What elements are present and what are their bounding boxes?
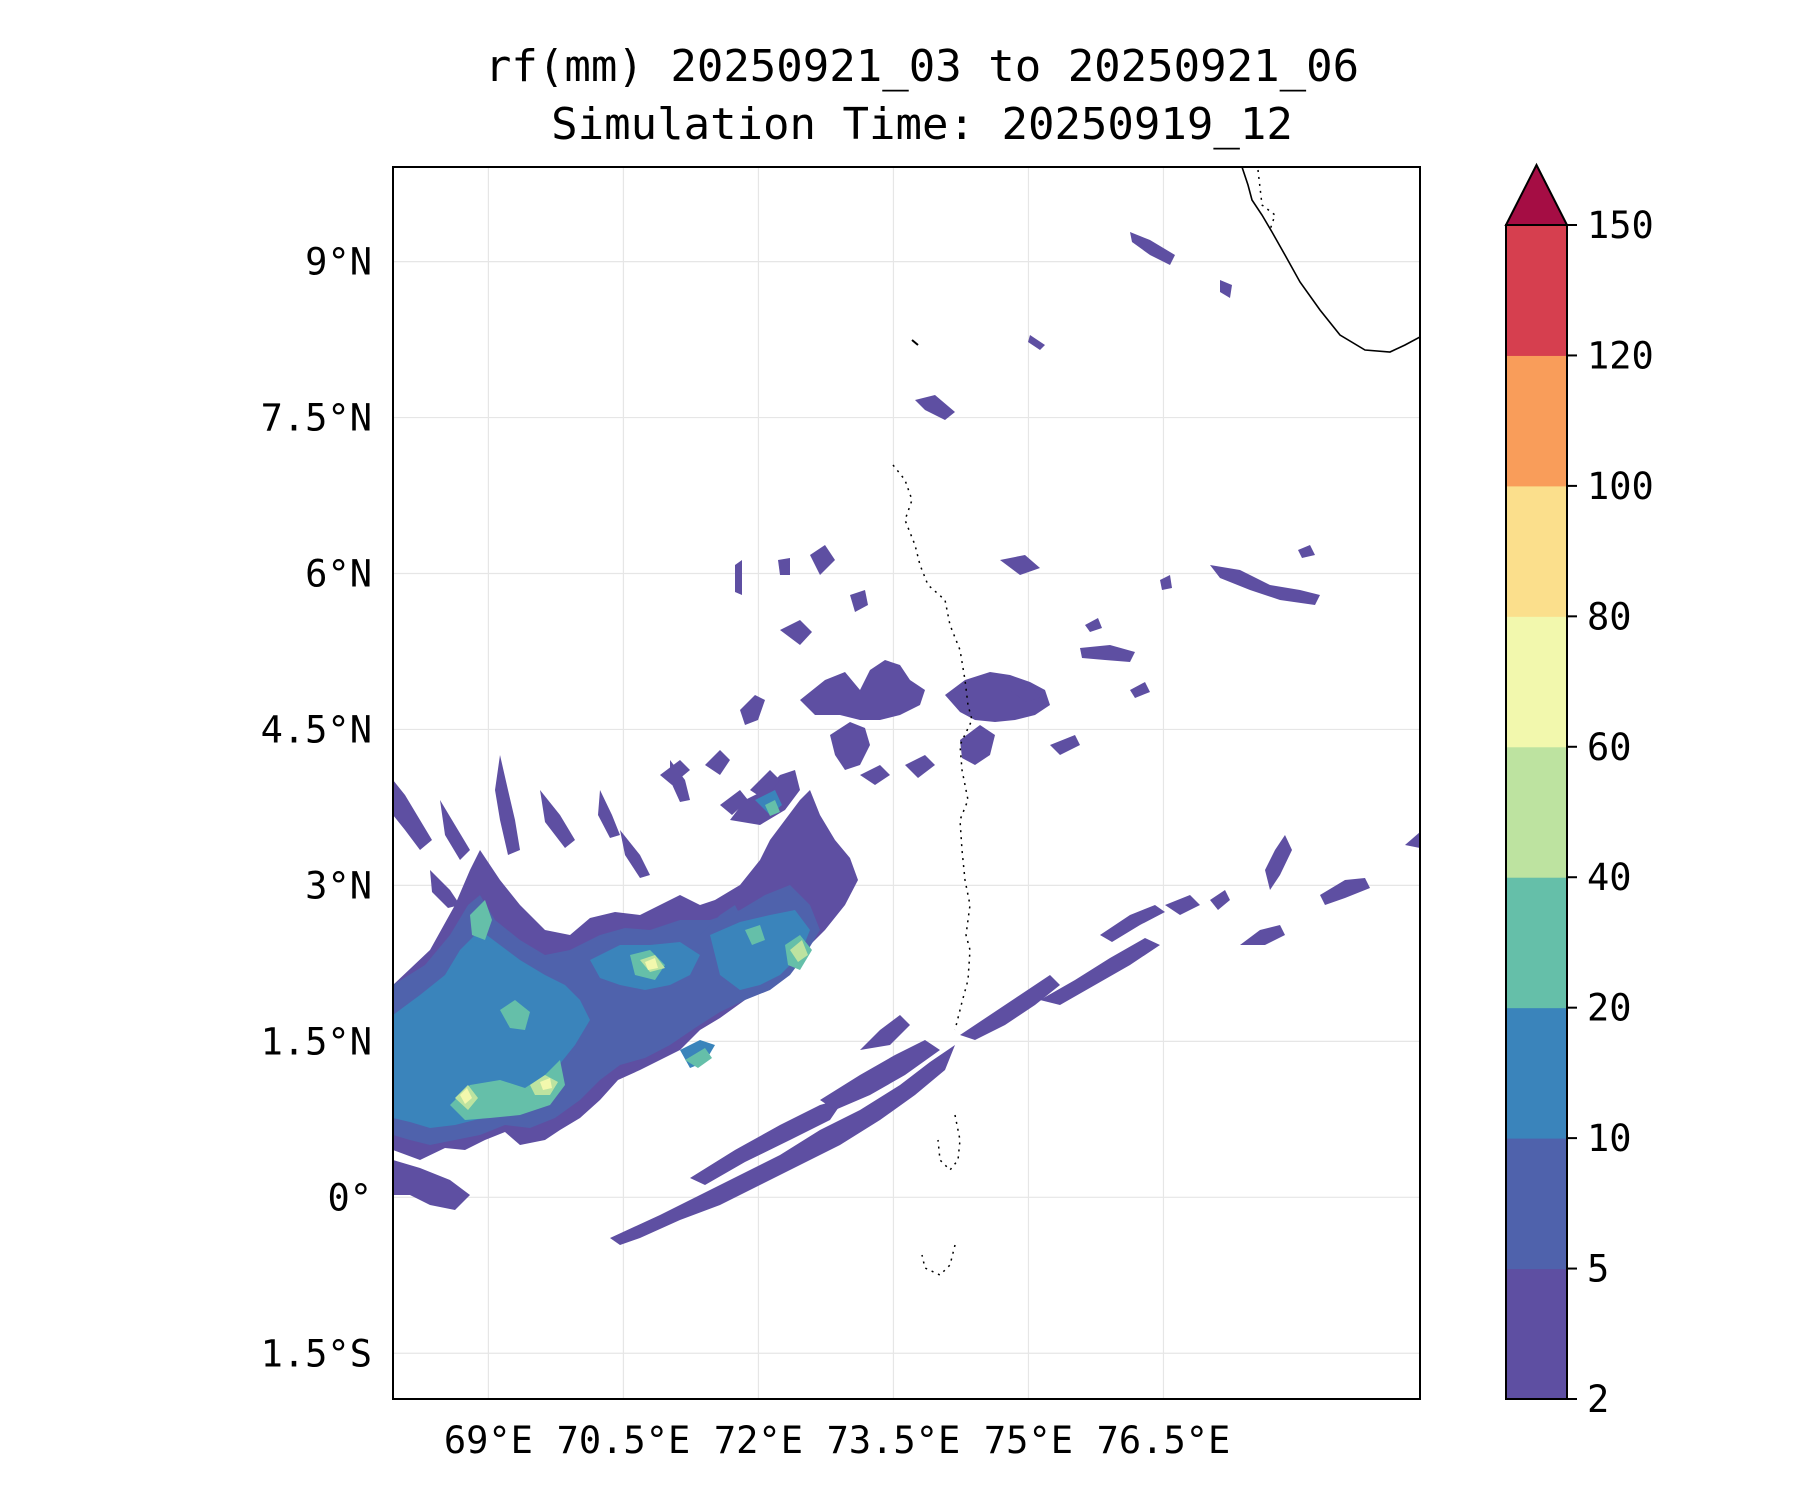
y-tick-label: 0° [327, 1176, 372, 1219]
x-tick-label: 72°E [714, 1419, 803, 1462]
map-title-line-1: rf(mm) 20250921_03 to 20250921_06 [484, 41, 1360, 92]
colorbar-tick-label: 20 [1587, 987, 1632, 1030]
colorbar-segment [1506, 485, 1567, 617]
colorbar-tick-label: 10 [1587, 1117, 1632, 1160]
colorbar-segment [1506, 1007, 1567, 1139]
x-tick-label: 76.5°E [1097, 1419, 1231, 1462]
y-tick-label: 7.5°N [261, 397, 372, 440]
x-tick-label: 70.5°E [557, 1419, 691, 1462]
colorbar-frame [1505, 224, 1568, 1400]
rain-cells-north [800, 660, 925, 720]
y-tick-label: 4.5°N [261, 708, 372, 751]
map-area [393, 167, 1420, 1399]
rain-cluster-west-2 [393, 1160, 470, 1210]
x-tick-label: 69°E [444, 1419, 533, 1462]
colorbar-segment [1506, 355, 1567, 487]
colorbar-extend-arrow [1504, 162, 1569, 226]
colorbar-tick-label: 120 [1587, 334, 1654, 377]
colorbar-segment [1506, 616, 1567, 748]
colorbar-tick-label: 40 [1587, 856, 1632, 899]
colorbar-segment [1506, 1138, 1567, 1270]
map-title-line-2: Simulation Time: 20250919_12 [551, 99, 1293, 150]
colorbar-segment [1506, 225, 1567, 356]
colorbar-tick-label: 100 [1587, 465, 1654, 508]
map-frame [392, 166, 1421, 1400]
maldives-atolls [892, 464, 973, 1276]
y-tick-label: 1.5°N [261, 1020, 372, 1063]
x-tick-label: 73.5°E [827, 1419, 961, 1462]
x-axis-ticks: 69°E 70.5°E 72°E 73.5°E 75°E 76.5°E [444, 1419, 1230, 1462]
colorbar-tick-label: 60 [1587, 726, 1632, 769]
y-axis-ticks: 9°N 7.5°N 6°N 4.5°N 3°N 1.5°N 0° 1.5°S [261, 241, 372, 1376]
y-tick-label: 1.5°S [261, 1332, 372, 1375]
colorbar-segment [1506, 746, 1567, 878]
colorbar-segment [1506, 877, 1567, 1009]
colorbar-ticks: 2 5 10 20 40 60 80 100 120 150 [1567, 204, 1654, 1421]
y-tick-label: 6°N [305, 553, 372, 596]
gridlines [393, 167, 1420, 1399]
colorbar-tick-label: 150 [1587, 204, 1654, 247]
rainfall-contours [393, 232, 1420, 1245]
rain-band-south [610, 1045, 955, 1245]
colorbar-tick-label: 80 [1587, 595, 1632, 638]
y-tick-label: 3°N [305, 864, 372, 907]
rain-core-20-40 [450, 1060, 565, 1120]
coastline [892, 167, 1420, 1276]
y-tick-label: 9°N [305, 241, 372, 284]
colorbar-tick-label: 2 [1587, 1378, 1609, 1421]
colorbar-segment [1506, 1268, 1567, 1400]
colorbar-tick-label: 5 [1587, 1248, 1609, 1291]
colorbar [1504, 162, 1569, 1400]
india-coastline [1241, 167, 1420, 353]
x-tick-label: 75°E [984, 1419, 1073, 1462]
